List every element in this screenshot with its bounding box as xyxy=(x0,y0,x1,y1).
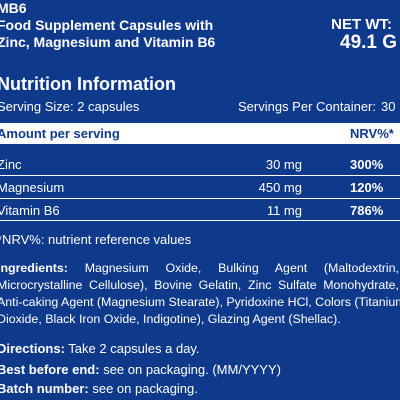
row-divider xyxy=(0,198,400,199)
nutrient-name: Magnesium xyxy=(0,180,65,195)
nutrient-amount: 11 mg xyxy=(266,203,302,218)
servings-per-container-label: Servings Per Container: xyxy=(237,99,376,114)
product-name: MB6 xyxy=(0,0,27,16)
nutrient-nrv: 120% xyxy=(350,180,384,195)
header-amount-per-serving: Amount per serving xyxy=(0,126,120,141)
batch-number: Batch number: see on packaging. xyxy=(0,381,198,396)
nutrient-row-vitamin-b6: Vitamin B6 11 mg 786% xyxy=(0,201,400,219)
best-before-label: Best before end: xyxy=(0,362,100,377)
batch-number-label: Batch number: xyxy=(0,381,89,396)
batch-number-text: see on packaging. xyxy=(92,381,198,396)
ingredients-block: Ingredients: Magnesium Oxide, Bulking Ag… xyxy=(0,260,400,328)
product-description-line1: Food Supplement Capsules with xyxy=(0,17,214,33)
directions: Directions: Take 2 capsules a day. xyxy=(0,341,200,356)
nutrient-amount: 30 mg xyxy=(265,157,302,172)
ingredients-line-3: Anti-caking Agent (Magnesium Stearate), … xyxy=(0,295,400,309)
servings-per-container-value: 30 xyxy=(381,99,396,114)
row-divider xyxy=(0,220,400,221)
ingredients-line-2: Microcrystalline Cellulose), Bovine Gela… xyxy=(0,278,399,292)
serving-size: Serving Size: 2 capsules xyxy=(0,99,140,114)
row-divider xyxy=(0,175,400,176)
nutrient-row-zinc: Zinc 30 mg 300% xyxy=(0,155,400,173)
directions-text: Take 2 capsules a day. xyxy=(68,341,200,356)
nrv-footnote: *NRV%: nutrient reference values xyxy=(0,232,192,247)
nutrient-row-magnesium: Magnesium 450 mg 120% xyxy=(0,178,400,196)
nutrient-nrv: 300% xyxy=(350,157,384,172)
ingredients-line-1: Ingredients: Magnesium Oxide, Bulking Ag… xyxy=(0,260,399,277)
nutrition-table-header: Amount per serving NRV%* xyxy=(0,123,400,144)
ingredients-text-1: Magnesium Oxide, Bulking Agent (Maltodex… xyxy=(84,261,399,275)
nutrient-name: Vitamin B6 xyxy=(0,203,60,218)
nutrient-name: Zinc xyxy=(0,157,22,172)
nutrient-nrv: 786% xyxy=(350,203,384,218)
net-weight-label: NET WT: xyxy=(331,16,392,33)
nutrition-title: Nutrition Information xyxy=(0,74,176,94)
nutrient-amount: 450 mg xyxy=(258,180,302,195)
directions-label: Directions: xyxy=(0,341,65,356)
best-before-text: see on packaging. (MM/YYYY) xyxy=(103,362,281,377)
ingredients-label: Ingredients: xyxy=(0,261,68,275)
best-before: Best before end: see on packaging. (MM/Y… xyxy=(0,362,281,377)
header-nrv: NRV%* xyxy=(350,126,394,141)
ingredients-line-4: Dioxide, Black Iron Oxide, Indigotine), … xyxy=(0,312,341,326)
product-description-line2: Zinc, Magnesium and Vitamin B6 xyxy=(0,34,216,50)
net-weight-value: 49.1 G xyxy=(340,32,398,53)
